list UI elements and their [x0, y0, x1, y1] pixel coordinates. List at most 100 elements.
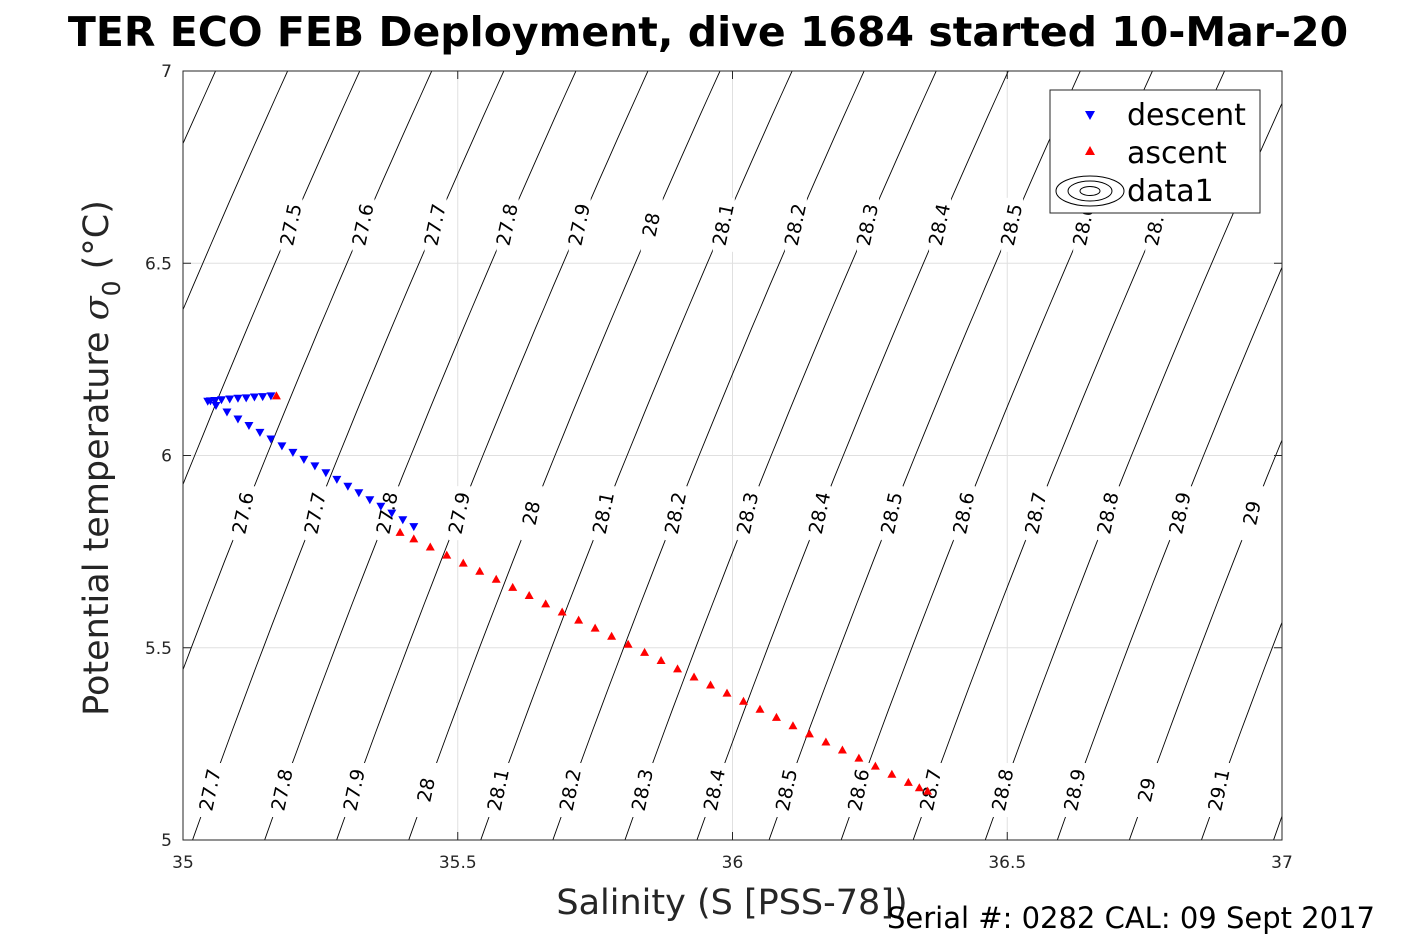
y-axis-label-text: Potential temperature [77, 320, 117, 716]
descent-point [266, 392, 276, 401]
descent-point [258, 393, 268, 402]
descent-point [203, 397, 213, 406]
descent-point [222, 408, 232, 417]
descent-point [233, 415, 243, 424]
isopycnal-label-bg [664, 486, 687, 541]
isopycnal-label: 28 [519, 499, 546, 527]
isopycnal-label-bg [848, 763, 871, 818]
descent-point [233, 394, 243, 403]
isopycnal-label-bg [559, 763, 582, 818]
descent-point [277, 442, 287, 451]
isopycnal-label-bg [920, 763, 943, 818]
isopycnal-contours [183, 71, 1282, 840]
isopycnal-label-bg [520, 486, 543, 541]
isopycnal-label-bg [343, 763, 366, 818]
legend-contour-marker [1055, 175, 1125, 207]
isopycnal-label-bg [271, 763, 294, 818]
ascent-point [887, 769, 897, 778]
chart-title: TER ECO FEB Deployment, dive 1684 starte… [68, 8, 1348, 56]
ascent-point [508, 582, 518, 591]
x-tick-label: 35.5 [439, 853, 477, 873]
descent-point [354, 489, 364, 498]
ascent-point [458, 558, 468, 567]
ascent-point [271, 391, 281, 400]
isopycnal-label-bg [1064, 763, 1087, 818]
isopycnal-label-bg [992, 763, 1015, 818]
isopycnal-label: 29 [1134, 776, 1161, 804]
isopycnal-label-bg [424, 197, 447, 252]
y-axis-label-symbol: σ [77, 295, 117, 320]
isopycnal-label-bg [775, 763, 798, 818]
y-tick-label: 6.5 [145, 254, 172, 274]
ascent-point [623, 639, 633, 648]
isopycnal-label-bg [737, 486, 760, 541]
legend-ascent-marker [1085, 146, 1095, 155]
descent-point [310, 462, 320, 471]
isopycnal-label-bg [487, 763, 510, 818]
ascent-point [923, 786, 933, 795]
ascent-point [524, 590, 534, 599]
descent-point [409, 523, 419, 532]
descent-point [225, 395, 235, 404]
isopycnal-label-bg [631, 763, 654, 818]
isopycnal-label-bg [280, 197, 303, 252]
ascent-point [755, 704, 765, 713]
ascent-point [395, 527, 405, 536]
ascent-point [914, 783, 924, 792]
isopycnal-label-bg [953, 486, 976, 541]
isopycnal-label-bg [304, 486, 327, 541]
ascent-point [425, 542, 435, 551]
y-axis-label: Potential temperature σ0 (°C) [77, 200, 126, 716]
ascent-point [706, 680, 716, 689]
descent-point [216, 396, 226, 405]
isopycnal-line [183, 71, 289, 311]
descent-point [255, 428, 265, 437]
legend: descent ascent data1 [1049, 89, 1261, 214]
legend-descent-label: descent [1127, 98, 1246, 133]
serial-cal-text: Serial #: 0282 CAL: 09 Sept 2017 [887, 901, 1375, 935]
ascent-point [557, 607, 567, 616]
isopycnal-line [336, 71, 649, 840]
isopycnal-label-bg [1208, 763, 1231, 818]
descent-point [244, 422, 254, 431]
isopycnal-line [552, 71, 865, 840]
data-points [203, 391, 933, 795]
descent-point [288, 448, 298, 457]
descent-point [321, 469, 331, 478]
descent-point [332, 475, 342, 484]
descent-point [365, 496, 375, 505]
ascent-point [640, 647, 650, 656]
legend-box [1049, 89, 1261, 214]
isopycnal-label: 28 [639, 211, 666, 239]
ascent-point [574, 615, 584, 624]
ascent-point [821, 737, 831, 746]
descent-point [241, 394, 251, 403]
legend-descent-marker [1085, 111, 1095, 120]
isopycnal-label-bg [1025, 486, 1048, 541]
x-tick-label: 36 [722, 853, 744, 873]
ascent-point [837, 745, 847, 754]
ascent-point [804, 729, 814, 738]
descent-point [376, 502, 386, 511]
legend-ascent-label: ascent [1127, 136, 1227, 171]
isopycnal-line [408, 71, 721, 840]
isopycnal-label-bg [199, 763, 222, 818]
y-ticks: 5 5.5 6 6.5 7 [145, 62, 1282, 851]
descent-point [387, 509, 397, 518]
descent-point [299, 455, 309, 464]
descent-point [266, 435, 276, 444]
isopycnal-line [624, 71, 937, 840]
isopycnal-label-bg [1097, 486, 1120, 541]
x-tick-label: 35 [172, 853, 194, 873]
isopycnal-label-bg [784, 197, 807, 252]
y-tick-label: 5 [161, 831, 172, 851]
isopycnal-label: 28 [413, 776, 440, 804]
ascent-point [870, 761, 880, 770]
isopycnal-line [768, 71, 1081, 840]
isopycnal-label-bg [1169, 486, 1192, 541]
ascent-point [607, 631, 617, 640]
ascent-point [409, 534, 419, 543]
x-ticks: 35 35.5 36 36.5 37 [172, 71, 1293, 873]
isopycnal-label-bg [352, 197, 375, 252]
